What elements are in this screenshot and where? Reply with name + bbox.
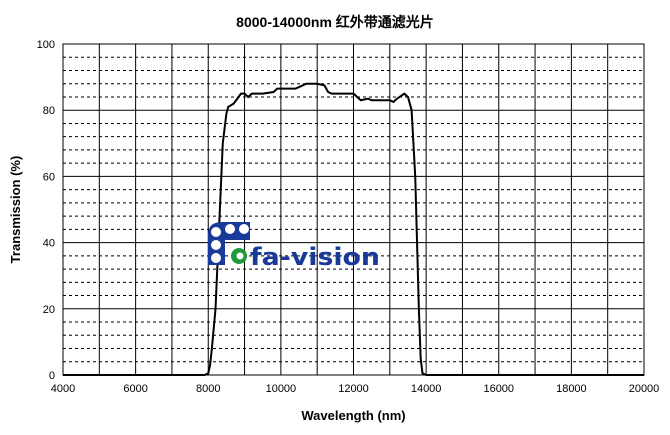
x-tick-label: 12000 [338, 383, 369, 395]
plot-border [62, 43, 645, 376]
x-tick-label: 20000 [629, 383, 660, 395]
logo-circle [224, 223, 236, 235]
logo-circle [210, 252, 222, 264]
y-tick-label: 40 [43, 238, 55, 250]
logo-circle [210, 239, 222, 251]
logo-circle [210, 226, 222, 238]
logo-text: fa-vision [250, 243, 380, 271]
y-tick-label: 60 [43, 171, 55, 183]
chart-title: 8000-14000nm 红外带通滤光片 [236, 14, 434, 30]
y-axis-label: Transmission (%) [8, 156, 23, 264]
y-tick-label: 100 [37, 39, 55, 51]
x-tick-label: 6000 [123, 383, 147, 395]
logo-green-dot [236, 252, 244, 260]
x-tick-label: 16000 [483, 383, 514, 395]
y-tick-label: 20 [43, 304, 55, 316]
x-tick-label: 4000 [51, 383, 75, 395]
x-tick-label: 14000 [411, 383, 442, 395]
x-tick-label: 8000 [196, 383, 220, 395]
x-tick-label: 18000 [556, 383, 587, 395]
x-axis-label: Wavelength (nm) [301, 408, 405, 423]
x-tick-label: 10000 [266, 383, 297, 395]
transmission-curve [63, 82, 644, 376]
y-tick-label: 80 [43, 105, 55, 117]
y-tick-label: 0 [49, 370, 55, 382]
logo-circle [238, 223, 250, 235]
